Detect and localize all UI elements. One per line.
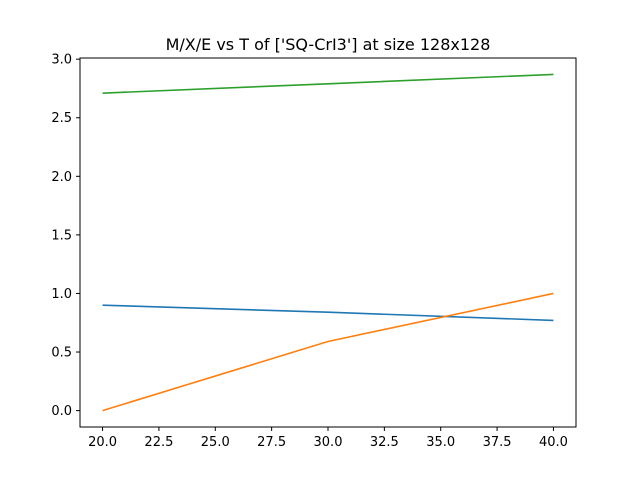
series-layer — [102, 73, 554, 412]
y-tick-label: 0.0 — [51, 404, 72, 419]
y-tick-label: 0.5 — [51, 346, 72, 361]
y-tick-label: 3.0 — [51, 53, 72, 68]
chart-title: M/X/E vs T of ['SQ-CrI3'] at size 128x12… — [166, 35, 491, 54]
x-tick-label: 40.0 — [539, 435, 568, 450]
plot-frame — [79, 57, 577, 428]
x-tick-label: 37.5 — [483, 435, 512, 450]
x-tick-label: 32.5 — [370, 435, 399, 450]
x-tick-label: 27.5 — [257, 435, 286, 450]
y-tick-label: 2.0 — [51, 170, 72, 185]
x-tick-label: 25.0 — [201, 435, 230, 450]
series-line-2 — [102, 292, 554, 412]
y-tick-label: 1.5 — [51, 228, 72, 243]
x-tick-label: 20.0 — [88, 435, 117, 450]
x-tick-label: 22.5 — [144, 435, 173, 450]
y-tick-label: 2.5 — [51, 111, 72, 126]
x-tick-label: 30.0 — [314, 435, 343, 450]
x-axis: 20.0 22.5 25.0 27.5 30.0 32.5 35.0 37.5 40.0 — [88, 427, 568, 450]
series-line-3 — [102, 73, 554, 94]
y-tick-label: 1.0 — [51, 287, 72, 302]
series-line-1 — [102, 304, 554, 322]
y-axis: 0.0 0.5 1.0 1.5 2.0 2.5 3.0 — [51, 53, 80, 419]
x-tick-label: 35.0 — [426, 435, 455, 450]
